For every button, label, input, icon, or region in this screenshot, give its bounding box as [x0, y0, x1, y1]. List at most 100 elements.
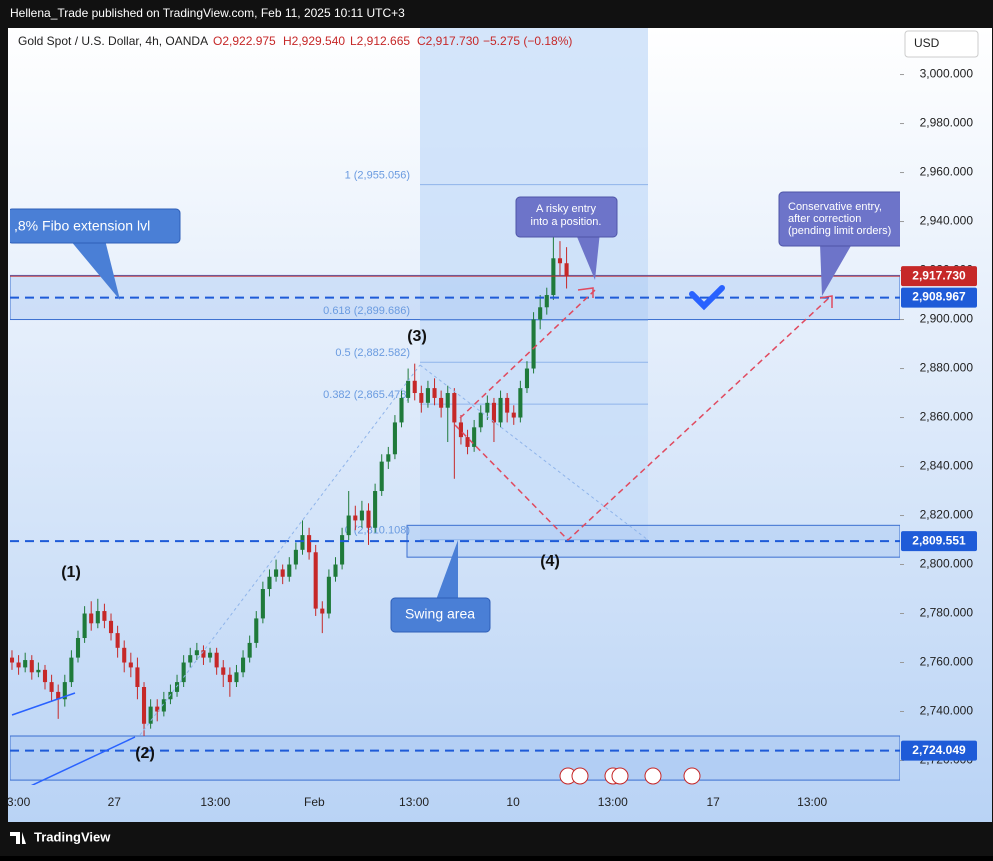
candle-body [333, 564, 338, 577]
event-icons [559, 767, 701, 785]
candle-body [524, 368, 530, 389]
candle-body [155, 706, 160, 712]
candle-body [557, 258, 563, 264]
legend-value: L2,912.665 [350, 34, 410, 48]
legend-value: H2,929.540 [283, 34, 345, 48]
y-tick-label: 2,820.000 [920, 508, 974, 522]
legend-value: −5.275 (−0.18%) [483, 34, 572, 48]
candle-body [465, 437, 470, 447]
x-tick-label: 27 [108, 795, 122, 809]
candle-body [141, 687, 147, 724]
y-tick-label: 2,760.000 [920, 655, 974, 669]
candle-body [425, 388, 430, 403]
candle-body [538, 307, 543, 320]
candle-body [274, 569, 279, 577]
candle-body [379, 461, 384, 492]
candle-body [56, 691, 61, 700]
callout-text: after correction [788, 213, 861, 225]
price-label-bg [901, 287, 977, 308]
candle-body [485, 402, 490, 413]
path-dashed [454, 296, 831, 542]
candle-body [406, 380, 411, 398]
candle-body [148, 706, 153, 724]
trendline [11, 692, 76, 716]
candle-body [432, 388, 437, 398]
callout-text: ,8% Fibo extension lvl [14, 218, 150, 234]
candle-body [174, 682, 180, 692]
candle-body [412, 380, 417, 394]
candle-body [82, 613, 87, 639]
wave-label: (2) [135, 745, 155, 762]
plot: 1 (2,955.056) 0.618 (2,899.686) 0.5 (2,882… [10, 28, 900, 781]
price-label: 2,809.551 [912, 533, 966, 547]
price-label: 2,724.049 [912, 743, 966, 757]
y-tick-label: 2,800.000 [920, 557, 974, 571]
candle-body [511, 412, 516, 418]
candle-body [346, 515, 351, 536]
candle-body [89, 613, 94, 624]
candle-body [75, 638, 81, 658]
candle-body [181, 662, 186, 683]
candle-body [445, 393, 450, 408]
candle-body [518, 388, 523, 418]
y-tick-label: 3,000.000 [920, 67, 974, 81]
price-label: 2,908.967 [912, 290, 966, 304]
event-icon [683, 767, 701, 785]
fib-label: 1 (2,955.056) [345, 170, 410, 182]
candle-body [42, 669, 48, 683]
y-tick-label: 2,780.000 [920, 606, 974, 620]
candle-body [564, 263, 569, 277]
wave-label: (1) [61, 564, 81, 581]
x-tick-label: 13:00 [200, 795, 230, 809]
candle-body [392, 422, 397, 455]
price-label-bg [901, 266, 977, 287]
footer [0, 822, 993, 856]
candle-body [254, 618, 259, 643]
callout-text: Swing area [405, 606, 475, 622]
candle-body [300, 535, 305, 550]
logo-icon [10, 832, 26, 844]
event-icon [571, 767, 589, 785]
currency-button[interactable] [904, 30, 979, 58]
candle-body [353, 515, 358, 521]
candle-body [373, 491, 378, 528]
candle-body [23, 660, 28, 668]
x-tick-label: 13:00 [598, 795, 628, 809]
candle-body [10, 657, 15, 663]
currency: USD [914, 36, 940, 50]
candle-body [49, 682, 54, 692]
callout-text: A risky entry [536, 203, 596, 215]
candle-body [108, 620, 114, 634]
x-tick-label: 13:00 [399, 795, 429, 809]
candle-body [214, 652, 219, 668]
candle-body [326, 576, 331, 614]
price-label: 2,917.730 [912, 268, 966, 282]
callout [390, 597, 491, 633]
fib-label: 0.618 (2,899.686) [323, 305, 410, 317]
callout [10, 208, 181, 244]
fib-label: 0.5 (2,882.582) [335, 347, 410, 359]
candle-body [359, 510, 364, 521]
x-tick-label: 10 [506, 795, 520, 809]
candle-body [280, 569, 285, 577]
candle-body [122, 647, 127, 663]
callout-pointer [575, 232, 600, 280]
candle-body [366, 510, 371, 528]
check-mark [689, 285, 725, 311]
candle-body [491, 402, 497, 423]
callout-text: Conservative entry, [788, 201, 882, 213]
candle-body [478, 412, 483, 428]
candle-body [115, 633, 120, 648]
candle-body [419, 393, 424, 403]
x-tick-label: 3:00 [7, 795, 31, 809]
candle-body [260, 589, 265, 619]
candle-body [544, 295, 549, 308]
price-axis: USD 2,720.0002,740.0002,760.0002,780.000… [900, 30, 979, 767]
legend-symbol: Gold Spot / U.S. Dollar, 4h, OANDA [18, 34, 208, 48]
candle-body [241, 657, 246, 673]
candle-body [386, 454, 391, 462]
candle-body [320, 608, 325, 614]
candle-body [36, 669, 41, 673]
y-tick-label: 2,900.000 [920, 312, 974, 326]
